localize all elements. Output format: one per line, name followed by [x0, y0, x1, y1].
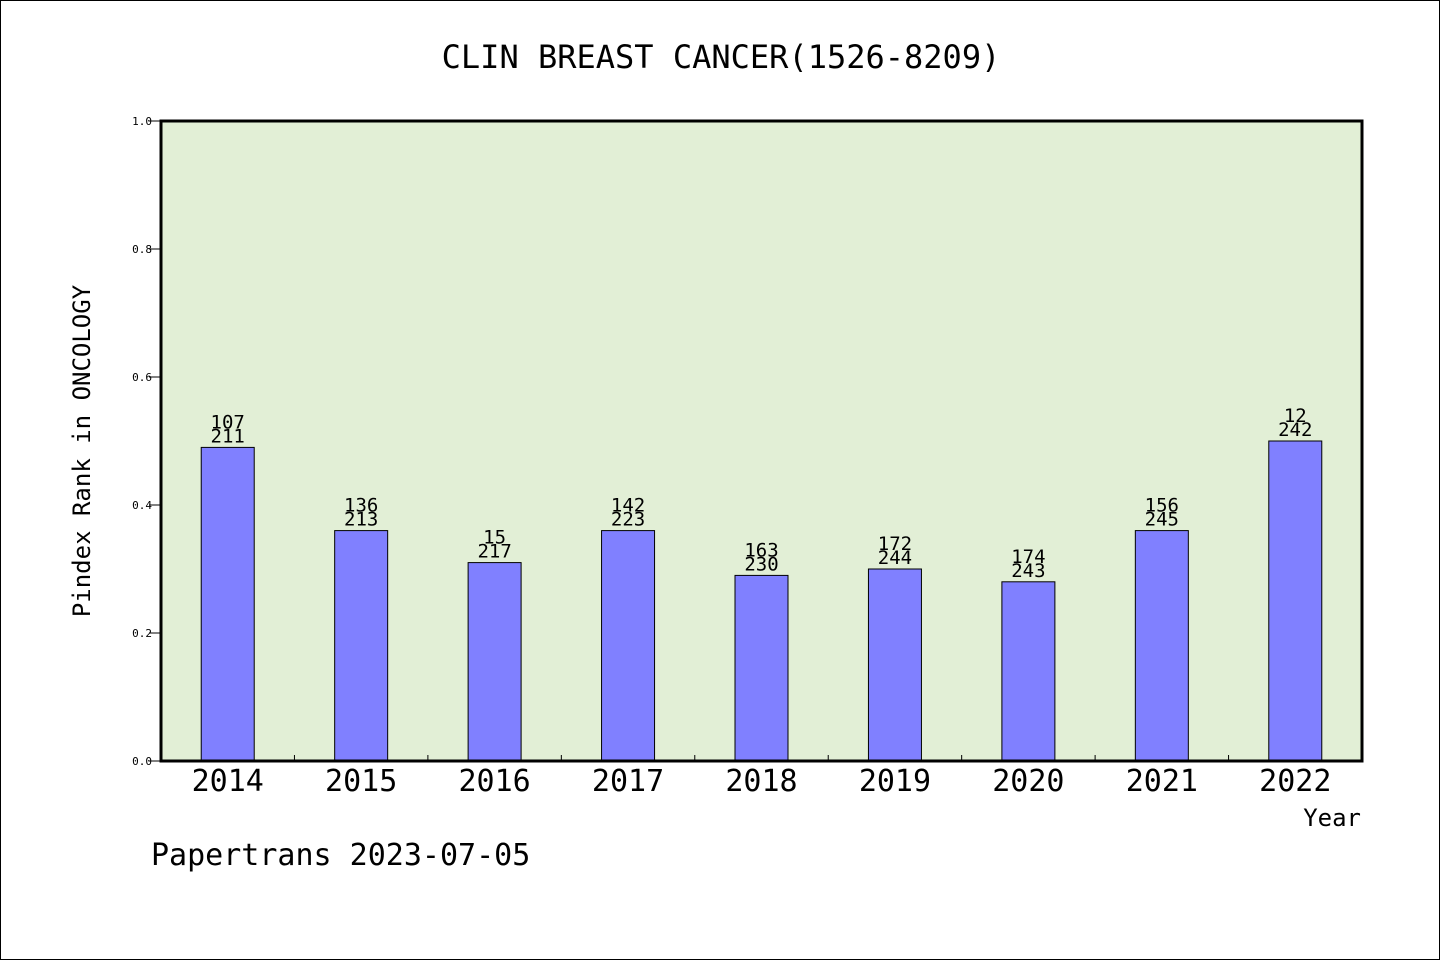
footer-text: Papertrans 2023-07-05 — [151, 838, 530, 873]
bar-label-bottom: 243 — [1011, 560, 1045, 582]
bar — [601, 530, 656, 762]
bar-label-bottom: 223 — [611, 509, 645, 531]
bar-label-bottom: 242 — [1278, 419, 1312, 441]
y-tick-label: 0.8 — [132, 243, 152, 256]
bar — [1268, 440, 1323, 762]
y-axis: 0.0 0.2 0.4 0.6 0.8 1.0 — [132, 115, 161, 768]
plot-border — [159, 119, 1364, 763]
bar — [1001, 581, 1056, 762]
x-axis: 2014 2015 2016 2017 2018 2019 2020 2021 2022 — [192, 755, 1331, 799]
bar-label-bottom: 211 — [211, 425, 245, 447]
bar-label-bottom: 230 — [744, 553, 778, 575]
bar-label-top: 156 — [1145, 495, 1179, 517]
bar-label-top: 15 — [483, 527, 506, 549]
bar — [1134, 530, 1189, 762]
x-tick-label: 2015 — [325, 764, 397, 799]
x-axis-label: Year — [1303, 804, 1361, 832]
x-tick-label: 2022 — [1259, 764, 1331, 799]
y-tick-label: 0.2 — [132, 627, 152, 640]
bar-label-top: 172 — [878, 533, 912, 555]
bar-label-bottom: 217 — [477, 541, 511, 563]
x-tick-label: 2014 — [192, 764, 264, 799]
bar-label-bottom: 245 — [1145, 509, 1179, 531]
bar — [467, 562, 522, 762]
bar-label-top: 142 — [611, 495, 645, 517]
bar-label-top: 163 — [744, 539, 778, 561]
y-tick-label: 0.6 — [132, 371, 152, 384]
chart-title: CLIN BREAST CANCER(1526-8209) — [442, 38, 1001, 76]
y-axis-label: Pindex Rank in ONCOLOGY — [68, 284, 96, 617]
bar — [334, 530, 389, 762]
bar-label-bottom: 244 — [878, 547, 912, 569]
bar — [200, 446, 255, 762]
x-tick-label: 2016 — [458, 764, 530, 799]
bar-label-top: 12 — [1284, 405, 1307, 427]
y-tick-label: 1.0 — [132, 115, 152, 128]
x-tick-label: 2017 — [592, 764, 664, 799]
y-tick-label: 0.4 — [132, 499, 152, 512]
bar-label-top: 174 — [1011, 546, 1045, 568]
bar — [867, 568, 922, 762]
bar-label-bottom: 213 — [344, 509, 378, 531]
bar-label-top: 107 — [211, 411, 245, 433]
y-tick-label: 0.0 — [132, 755, 152, 768]
x-tick-label: 2020 — [992, 764, 1064, 799]
x-tick-label: 2018 — [725, 764, 797, 799]
bar — [734, 574, 789, 762]
x-tick-label: 2019 — [859, 764, 931, 799]
x-tick-label: 2021 — [1126, 764, 1198, 799]
bar-label-top: 136 — [344, 495, 378, 517]
